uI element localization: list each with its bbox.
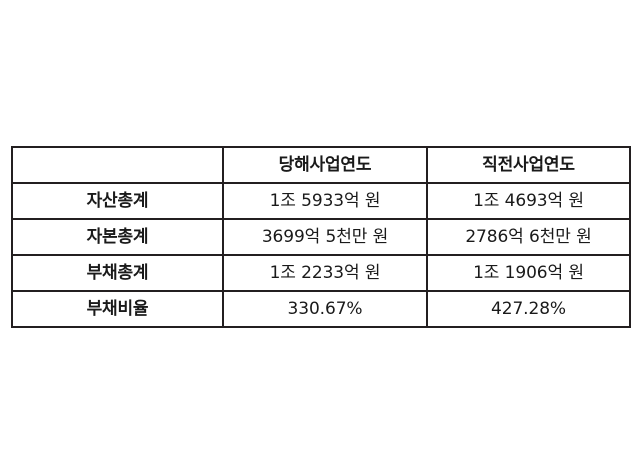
- cell-total-equity-previous: 2786억 6천만 원: [426, 218, 631, 256]
- table-row: 자산총계 1조 5933억 원 1조 4693억 원: [11, 182, 631, 220]
- financial-summary-table: 당해사업연도 직전사업연도 자산총계 1조 5933억 원 1조 4693억 원…: [11, 146, 631, 328]
- table-row: 부채총계 1조 2233억 원 1조 1906억 원: [11, 254, 631, 292]
- cell-debt-ratio-current: 330.67%: [222, 290, 428, 328]
- cell-total-assets-previous: 1조 4693억 원: [426, 182, 631, 220]
- column-header-current-year: 당해사업연도: [222, 146, 428, 184]
- cell-total-assets-current: 1조 5933억 원: [222, 182, 428, 220]
- table-header-row: 당해사업연도 직전사업연도: [11, 146, 631, 184]
- column-header-previous-year: 직전사업연도: [426, 146, 631, 184]
- cell-total-liabilities-previous: 1조 1906억 원: [426, 254, 631, 292]
- cell-total-liabilities-current: 1조 2233억 원: [222, 254, 428, 292]
- table-row: 자본총계 3699억 5천만 원 2786억 6천만 원: [11, 218, 631, 256]
- row-label-total-assets: 자산총계: [11, 182, 224, 220]
- table-body: 자산총계 1조 5933억 원 1조 4693억 원 자본총계 3699억 5천…: [11, 182, 631, 328]
- row-label-debt-ratio: 부채비율: [11, 290, 224, 328]
- cell-total-equity-current: 3699억 5천만 원: [222, 218, 428, 256]
- table-header: 당해사업연도 직전사업연도: [11, 146, 631, 184]
- table-corner-cell: [11, 146, 224, 184]
- row-label-total-liabilities: 부채총계: [11, 254, 224, 292]
- row-label-total-equity: 자본총계: [11, 218, 224, 256]
- table-row: 부채비율 330.67% 427.28%: [11, 290, 631, 328]
- cell-debt-ratio-previous: 427.28%: [426, 290, 631, 328]
